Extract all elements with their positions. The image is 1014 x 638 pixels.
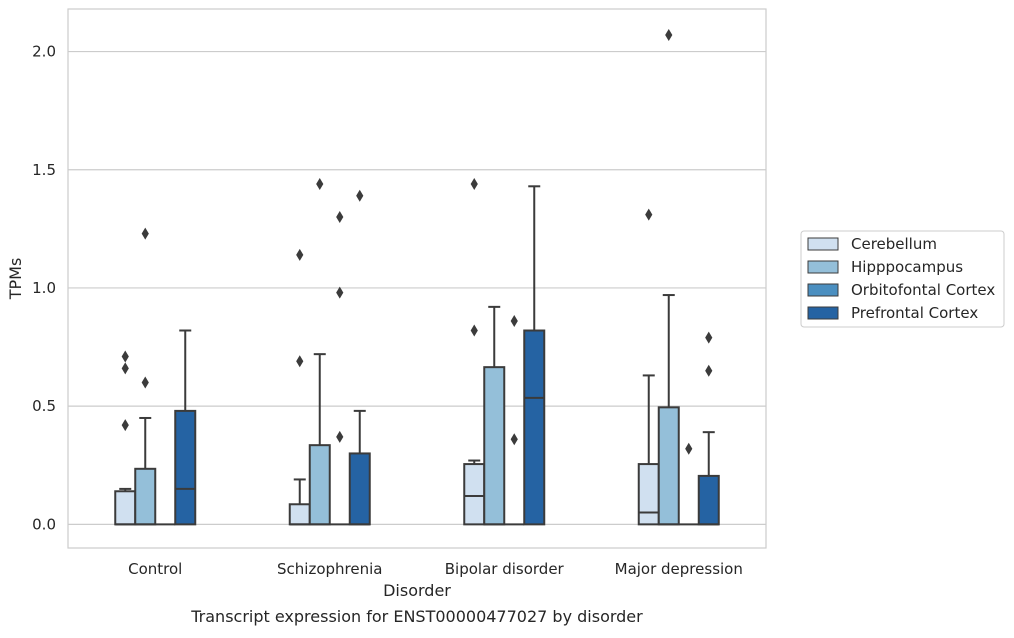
- outlier-point: [685, 442, 693, 455]
- box-group: [288, 248, 311, 526]
- box-group: [308, 177, 331, 526]
- box: [463, 463, 486, 526]
- box-group: [329, 211, 350, 526]
- outlier-point: [316, 177, 324, 190]
- box-group: [504, 315, 525, 526]
- legend-label: Hipppocampus: [851, 258, 963, 276]
- outlier-point: [510, 315, 518, 328]
- box-group: [523, 185, 546, 526]
- y-tick-label: 1.5: [32, 161, 56, 179]
- box: [288, 503, 311, 526]
- outlier-point: [705, 364, 713, 377]
- outlier-point: [141, 227, 149, 240]
- outlier-point: [296, 355, 304, 368]
- x-tick-label: Major depression: [615, 560, 743, 578]
- legend-swatch: [807, 237, 839, 251]
- x-tick-label: Schizophrenia: [277, 560, 382, 578]
- legend-swatch: [807, 306, 839, 320]
- x-tick-label: Bipolar disorder: [445, 560, 565, 578]
- box: [697, 474, 720, 526]
- box: [174, 409, 197, 526]
- legend-item: Orbitofontal Cortex: [807, 281, 995, 299]
- box: [134, 467, 157, 526]
- y-tick-label: 1.0: [32, 279, 56, 297]
- outlier-point: [705, 331, 713, 344]
- x-axis-label: Disorder: [383, 581, 451, 600]
- box-group: [697, 331, 720, 526]
- outlier-point: [336, 286, 344, 299]
- outlier-point: [665, 29, 673, 42]
- outlier-point: [645, 208, 653, 221]
- box: [308, 444, 331, 526]
- box-group: [114, 350, 137, 526]
- legend-item: Hipppocampus: [807, 258, 963, 276]
- x-tick-label: Control: [128, 560, 182, 578]
- outlier-point: [296, 248, 304, 261]
- box: [637, 463, 660, 526]
- box: [657, 406, 680, 526]
- y-tick-label: 0.5: [32, 397, 56, 415]
- legend-frame: [800, 230, 1005, 328]
- y-tick-label: 2.0: [32, 43, 56, 61]
- outlier-point: [336, 430, 344, 443]
- x-axis-ticks: Control Schizophrenia Bipolar disorder Majo…: [128, 560, 743, 578]
- y-axis-label: TPMs: [6, 258, 25, 301]
- box-group: [637, 208, 660, 526]
- outlier-point: [336, 211, 344, 224]
- legend-swatch: [807, 283, 839, 297]
- legend: Cerebellum Hipppocampus Orbitofontal Corte…: [800, 230, 1005, 328]
- box: [114, 490, 137, 526]
- box: [348, 452, 371, 526]
- box-marks: [114, 29, 720, 526]
- outlier-point: [121, 419, 129, 432]
- box-group: [678, 442, 699, 526]
- legend-item: Prefrontal Cortex: [807, 304, 978, 322]
- box-group: [483, 305, 506, 526]
- outlier-point: [356, 189, 364, 202]
- outlier-point: [121, 350, 129, 363]
- outlier-point: [121, 362, 129, 375]
- outlier-point: [470, 324, 478, 337]
- box-group: [348, 189, 371, 526]
- box: [483, 366, 506, 526]
- legend-label: Orbitofontal Cortex: [851, 281, 995, 299]
- y-axis-ticks: 0.0 0.5 1.0 1.5 2.0: [32, 43, 56, 534]
- legend-label: Cerebellum: [851, 235, 937, 253]
- box-group: [134, 227, 157, 526]
- legend-label: Prefrontal Cortex: [851, 304, 978, 322]
- outlier-point: [510, 433, 518, 446]
- outlier-point: [470, 177, 478, 190]
- outlier-point: [141, 376, 149, 389]
- plot-frame: [67, 8, 767, 549]
- legend-item: Cerebellum: [807, 235, 937, 253]
- box: [523, 329, 546, 526]
- box-group: [174, 329, 197, 526]
- box-group: [463, 177, 486, 526]
- y-tick-label: 0.0: [32, 515, 56, 533]
- box-group: [657, 29, 680, 526]
- legend-swatch: [807, 260, 839, 274]
- chart-caption: Transcript expression for ENST0000047702…: [190, 607, 643, 626]
